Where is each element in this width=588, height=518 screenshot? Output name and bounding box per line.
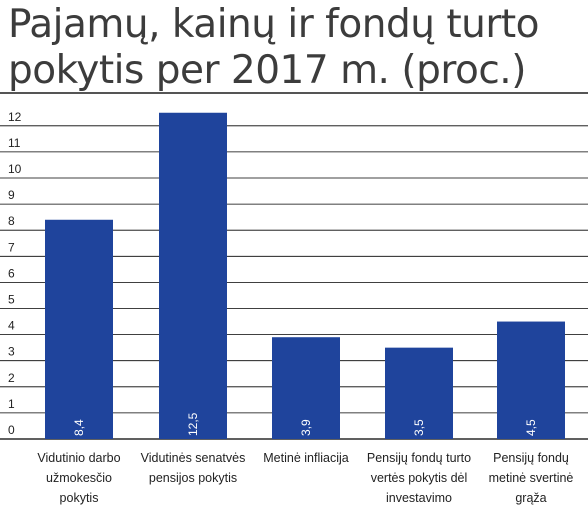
- category-label: Metinė infliacija: [263, 451, 349, 465]
- category-label: vertės pokytis dėl: [371, 471, 468, 485]
- category-label: grąža: [515, 491, 546, 505]
- y-tick-label: 1: [8, 397, 15, 411]
- chart-title-line-2: pokytis per 2017 m. (proc.): [8, 48, 526, 93]
- category-label: Vidutinės senatvės: [141, 451, 246, 465]
- y-tick-label: 6: [8, 266, 15, 280]
- data-label: 3,5: [412, 419, 426, 436]
- y-tick-label: 9: [8, 188, 15, 202]
- chart-title-line-1: Pajamų, kainų ir fondų turto: [8, 2, 540, 47]
- category-label: investavimo: [386, 491, 452, 505]
- bar: [45, 219, 113, 439]
- bar: [159, 112, 227, 439]
- category-label: Pensijų fondų: [493, 451, 569, 465]
- category-label: Vidutinio darbo: [37, 451, 120, 465]
- category-label: užmokesčio: [46, 471, 112, 485]
- data-label: 3,9: [299, 419, 313, 436]
- bar: [385, 347, 453, 439]
- data-label: 12,5: [186, 412, 200, 436]
- bar: [272, 337, 340, 439]
- title-divider: [0, 92, 588, 94]
- category-label: Pensijų fondų turto: [367, 451, 471, 465]
- category-label: metinė svertinė: [489, 471, 574, 485]
- y-tick-label: 0: [8, 423, 15, 437]
- category-label: pokytis: [60, 491, 99, 505]
- y-tick-label: 11: [8, 136, 21, 150]
- y-tick-label: 7: [8, 240, 15, 254]
- y-tick-label: 5: [8, 293, 15, 307]
- y-tick-label: 3: [8, 345, 15, 359]
- chart-title: Pajamų, kainų ir fondų turto pokytis per…: [8, 2, 586, 94]
- data-label: 4,5: [524, 419, 538, 436]
- y-tick-label: 10: [8, 162, 22, 176]
- bar: [497, 321, 565, 439]
- y-tick-label: 8: [8, 214, 15, 228]
- category-label: pensijos pokytis: [149, 471, 237, 485]
- y-tick-label: 2: [8, 371, 15, 385]
- y-tick-label: 4: [8, 319, 15, 333]
- y-tick-label: 12: [8, 110, 22, 124]
- data-label: 8,4: [72, 419, 86, 436]
